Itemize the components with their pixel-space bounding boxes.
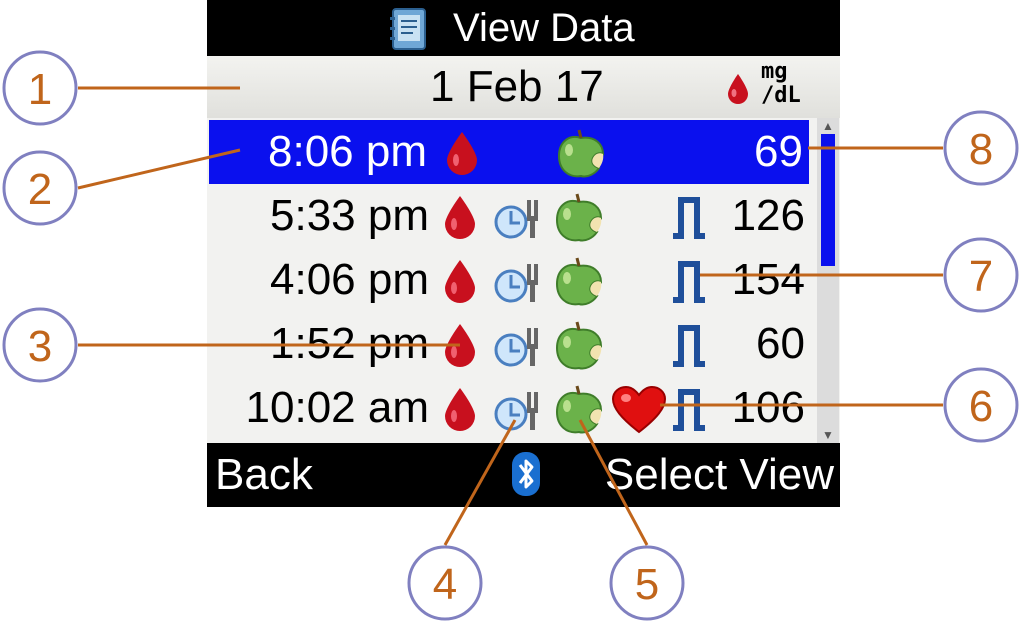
blood-drop-icon [447,132,477,175]
unit-icon: mg /dL [761,60,813,114]
clock-fork-icon [494,392,538,431]
callout-1: 1 [2,50,78,126]
reading-time: 8:06 pm [268,127,427,176]
blood-drop-icon [445,388,475,431]
logbook-icon [390,8,426,50]
callout-8: 8 [943,110,1019,186]
apple-icon [557,129,605,178]
unit-bottom: /dL [761,83,801,108]
callout-number: 7 [969,252,993,301]
blood-drop-icon [728,74,748,104]
bluetooth-icon [512,452,540,496]
exercise-icon [673,197,705,239]
scrollbar[interactable]: ▲ ▼ [817,118,839,443]
clock-fork-icon [494,328,538,367]
reading-row[interactable]: 10:02 am 106 [207,376,811,440]
callout-2: 2 [2,150,78,226]
callout-number: 6 [969,382,993,431]
scroll-up-arrow-icon[interactable]: ▲ [822,119,834,133]
callout-circle [407,545,483,621]
screen-title: View Data [453,6,635,50]
readings-list[interactable]: 8:06 pm 69 5:33 pm 126 4:06 pm 154 1:52 pm 60 10… [207,118,840,443]
reading-time: 5:33 pm [270,191,429,240]
callout-number: 4 [433,560,457,609]
title-bar: View Data [207,0,840,56]
softkey-bar: Back Select View [207,443,840,507]
reading-value: 60 [756,319,805,368]
callout-4: 4 [407,545,483,621]
clock-fork-icon [494,264,538,303]
apple-icon [555,257,603,306]
date-label: 1 Feb 17 [430,62,604,111]
exercise-icon [673,325,705,367]
reading-time: 10:02 am [245,383,429,432]
scroll-thumb[interactable] [821,134,835,266]
exercise-icon [673,261,705,303]
reading-value: 126 [731,191,805,240]
callout-6: 6 [943,367,1019,443]
callout-circle [943,237,1019,313]
back-softkey[interactable]: Back [215,450,313,499]
apple-icon [555,321,603,370]
callout-3: 3 [2,307,78,383]
meter-screen: View Data 1 Feb 17 mg /dL 8:06 pm 69 5:33 … [207,0,840,507]
scroll-down-arrow-icon[interactable]: ▼ [822,428,834,442]
unit-top: mg [761,59,788,84]
reading-value: 154 [731,255,805,304]
callout-circle [2,307,78,383]
date-bar: 1 Feb 17 mg /dL [207,56,840,118]
callout-circle [943,110,1019,186]
callout-circle [609,545,685,621]
reading-time: 4:06 pm [270,255,429,304]
callout-circle [2,50,78,126]
callout-number: 2 [28,165,52,214]
callout-7: 7 [943,237,1019,313]
callout-circle [2,150,78,226]
callout-number: 5 [635,560,659,609]
heart-icon [611,386,667,434]
callout-circle [943,367,1019,443]
reading-value: 69 [754,127,803,176]
blood-drop-icon [445,196,475,239]
exercise-icon [673,389,705,431]
callout-number: 8 [969,125,993,174]
reading-row[interactable]: 5:33 pm 126 [207,184,811,248]
select-view-softkey[interactable]: Select View [604,450,834,499]
reading-row[interactable]: 4:06 pm 154 [207,248,811,312]
clock-fork-icon [494,200,538,239]
reading-row[interactable]: 8:06 pm 69 [209,120,809,184]
callout-number: 1 [28,65,52,114]
apple-icon [555,193,603,242]
reading-value: 106 [731,383,805,432]
callout-number: 3 [28,322,52,371]
apple-icon [555,385,603,434]
blood-drop-icon [445,260,475,303]
callout-5: 5 [609,545,685,621]
